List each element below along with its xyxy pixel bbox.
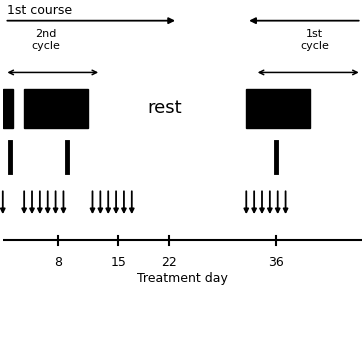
Text: 22: 22 xyxy=(162,256,177,269)
Bar xyxy=(3,89,13,128)
Text: 2nd
cycle: 2nd cycle xyxy=(31,29,60,51)
Bar xyxy=(24,89,88,128)
Bar xyxy=(246,89,310,128)
Text: Treatment day: Treatment day xyxy=(137,272,228,285)
Text: 1st course: 1st course xyxy=(7,4,72,17)
Text: 36: 36 xyxy=(268,256,284,269)
Text: rest: rest xyxy=(148,99,183,117)
Text: 1st
cycle: 1st cycle xyxy=(300,29,329,51)
Text: 15: 15 xyxy=(110,256,126,269)
Text: 8: 8 xyxy=(54,256,62,269)
